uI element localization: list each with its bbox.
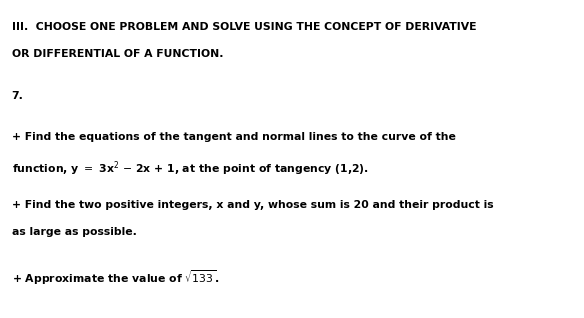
Text: + Approximate the value of $\sqrt{133}$.: + Approximate the value of $\sqrt{133}$. bbox=[12, 269, 219, 287]
Text: III.  CHOOSE ONE PROBLEM AND SOLVE USING THE CONCEPT OF DERIVATIVE: III. CHOOSE ONE PROBLEM AND SOLVE USING … bbox=[12, 22, 476, 32]
Text: + Find the two positive integers, x and y, whose sum is 20 and their product is: + Find the two positive integers, x and … bbox=[12, 200, 493, 210]
Text: as large as possible.: as large as possible. bbox=[12, 227, 137, 237]
Text: function, y $=$ 3x$^{2}$ $-$ 2x + 1, at the point of tangency (1,2).: function, y $=$ 3x$^{2}$ $-$ 2x + 1, at … bbox=[12, 159, 369, 177]
Text: 7.: 7. bbox=[12, 91, 23, 100]
Text: OR DIFFERENTIAL OF A FUNCTION.: OR DIFFERENTIAL OF A FUNCTION. bbox=[12, 49, 223, 59]
Text: + Find the equations of the tangent and normal lines to the curve of the: + Find the equations of the tangent and … bbox=[12, 132, 456, 142]
